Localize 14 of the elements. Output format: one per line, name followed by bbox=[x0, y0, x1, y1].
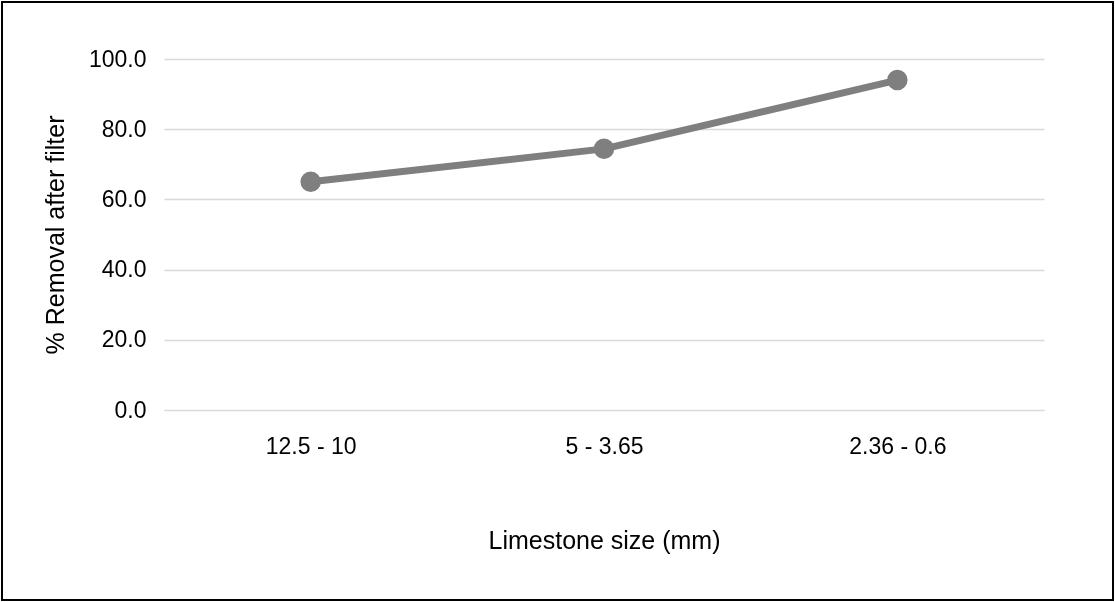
x-tick-label: 5 - 3.65 bbox=[565, 432, 644, 459]
point bbox=[300, 171, 321, 193]
y-tick-label: 40.0 bbox=[101, 256, 147, 283]
y-tick-label: 60.0 bbox=[101, 185, 147, 212]
point bbox=[593, 138, 615, 160]
point bbox=[887, 69, 908, 91]
y-axis-title: % Removal after filter bbox=[40, 115, 69, 355]
x-tick-label: 2.36 - 0.6 bbox=[849, 432, 947, 459]
y-tick-label: 0.0 bbox=[114, 396, 147, 423]
x-axis-title: Limestone size (mm) bbox=[488, 525, 721, 554]
x-tick-label: 12.5 - 10 bbox=[265, 432, 357, 459]
y-tick-label: 100.0 bbox=[88, 45, 147, 72]
y-tick-label: 80.0 bbox=[101, 115, 147, 142]
y-tick-label: 20.0 bbox=[101, 326, 147, 353]
